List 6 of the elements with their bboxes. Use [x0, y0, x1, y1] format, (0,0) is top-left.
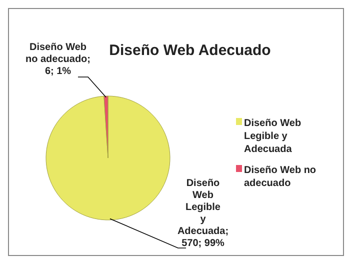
legend-label: Diseño Web Legible y Adecuada — [244, 118, 302, 155]
chart-title: Diseño Web Adecuado — [109, 42, 271, 59]
data-label: Diseño Web no adecuado; 6; 1% — [25, 42, 91, 77]
data-label: Diseño Web Legible y Adecuada; 570; 99% — [177, 178, 229, 249]
legend-label: Diseño Web no adecuado — [244, 165, 316, 189]
pie-slice — [46, 96, 170, 220]
